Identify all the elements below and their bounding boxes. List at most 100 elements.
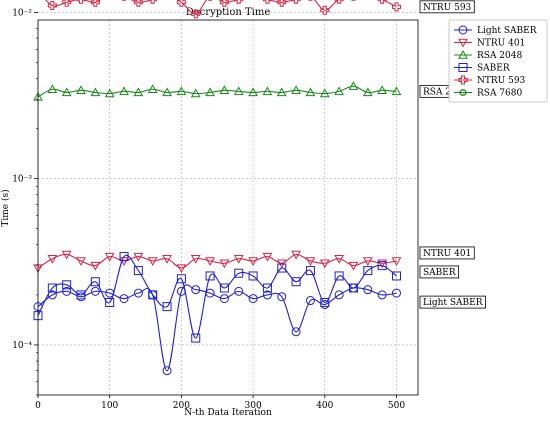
data-point-ntru-401	[319, 259, 330, 269]
data-point-ntru-401	[133, 252, 144, 262]
data-point-ntru-401	[348, 261, 359, 271]
data-point-light-saber	[62, 286, 72, 296]
data-point-ntru-593	[76, 0, 86, 4]
data-point-ntru-593	[320, 5, 330, 15]
data-point-rsa-2048	[47, 84, 58, 93]
data-point-ntru-401	[61, 250, 72, 260]
legend-marker-ntru-401	[458, 38, 468, 48]
legend-entry-rsa-2048: RSA 2048	[454, 49, 522, 61]
legend-entry-ntru-593: NTRU 593	[454, 75, 526, 86]
series-line-saber	[37, 254, 397, 339]
x-tick-label: 100	[101, 401, 118, 411]
data-point-light-saber	[133, 288, 143, 298]
data-point-saber	[133, 266, 143, 276]
plot-frame	[37, 19, 419, 396]
legend-entry-rsa-7680: RSA 7680	[454, 89, 522, 99]
legend-label-ntru-593: NTRU 593	[477, 76, 526, 86]
data-point-ntru-401	[219, 259, 230, 269]
data-point-rsa-2048	[190, 88, 201, 98]
data-point-rsa-2048	[61, 87, 72, 97]
data-point-ntru-593	[234, 0, 244, 4]
data-point-saber	[291, 277, 301, 287]
legend: Light SABER NTRU 401 RSA 2048 SABER NTRU 593…	[448, 19, 548, 103]
legend-label-rsa-2048: RSA 2048	[477, 51, 522, 61]
x-tick-label: 400	[316, 401, 333, 411]
annotation-box-light-saber	[419, 295, 486, 309]
data-point-rsa-2048	[90, 87, 101, 97]
data-point-ntru-593	[62, 0, 72, 7]
legend-box	[448, 19, 548, 103]
data-point-saber	[320, 297, 330, 307]
data-point-light-saber	[291, 327, 301, 337]
data-point-ntru-593	[291, 0, 301, 4]
data-point-rsa-2048	[377, 85, 388, 94]
data-point-saber	[363, 266, 373, 276]
data-point-rsa-2048	[348, 81, 359, 90]
data-point-light-saber	[191, 285, 201, 295]
data-point-light-saber	[162, 366, 172, 376]
series-line-ntru-401	[37, 253, 397, 269]
legend-entry-light-saber: Light SABER	[454, 25, 537, 36]
data-point-ntru-401	[176, 264, 187, 274]
data-point-rsa-2048	[319, 88, 330, 98]
data-point-ntru-401	[47, 255, 58, 264]
data-point-saber	[348, 283, 358, 293]
data-point-ntru-401	[334, 255, 344, 264]
annotation-light-saber: Light SABER	[419, 295, 486, 309]
data-point-light-saber	[277, 292, 287, 302]
annotation-saber: SABER	[419, 265, 460, 279]
x-tick-label: 300	[245, 401, 262, 411]
data-point-rsa-2048	[176, 86, 187, 96]
data-point-ntru-401	[162, 255, 172, 264]
data-point-ntru-401	[362, 257, 373, 266]
data-point-saber	[391, 271, 401, 281]
data-point-rsa-2048	[305, 87, 316, 97]
legend-label-ntru-401: NTRU 401	[477, 39, 525, 49]
data-point-ntru-593	[133, 0, 143, 7]
x-tick-label: 200	[173, 401, 190, 411]
data-point-light-saber	[119, 294, 129, 304]
data-point-rsa-2048	[147, 84, 158, 93]
data-point-light-saber	[248, 294, 258, 304]
data-point-rsa-2048	[76, 85, 86, 94]
data-point-rsa-2048	[391, 86, 402, 96]
data-point-rsa-2048	[219, 85, 230, 94]
data-point-ntru-593	[148, 0, 158, 4]
data-point-ntru-593	[90, 0, 100, 7]
data-point-saber	[377, 261, 387, 271]
data-point-rsa-2048	[233, 86, 244, 96]
data-point-ntru-593	[219, 0, 229, 7]
annotation-label-rsa-2048: RSA 2048	[423, 87, 468, 97]
data-point-saber	[47, 283, 57, 293]
data-point-saber	[148, 290, 158, 300]
annotation-label-saber: SABER	[423, 268, 456, 278]
data-point-rsa-2048	[104, 88, 115, 98]
data-point-ntru-401	[147, 257, 158, 266]
data-point-saber	[305, 266, 315, 276]
data-point-saber	[105, 297, 115, 307]
data-point-ntru-401	[90, 261, 101, 271]
data-point-rsa-2048	[262, 86, 273, 96]
data-point-saber	[119, 252, 129, 262]
data-point-light-saber	[334, 290, 344, 300]
legend-marker-saber	[458, 63, 468, 72]
y-tick-label: 10⁻⁴	[12, 341, 32, 351]
data-point-rsa-2048	[291, 85, 301, 94]
data-point-ntru-593	[47, 1, 57, 11]
data-point-saber	[277, 263, 287, 273]
data-point-ntru-593	[377, 0, 387, 4]
data-point-saber	[90, 277, 100, 287]
data-point-ntru-401	[377, 259, 388, 269]
legend-marker-rsa-2048	[458, 49, 468, 59]
annotation-label-ntru-401: NTRU 401	[423, 249, 471, 259]
legend-marker-ntru-593	[458, 75, 468, 85]
data-point-rsa-2048	[133, 87, 144, 97]
y-tick-label: 10⁻²	[12, 8, 32, 18]
data-point-saber	[248, 271, 258, 281]
series-line-ntru-593	[45, 0, 397, 15]
legend-label-saber: SABER	[477, 64, 510, 74]
data-point-rsa-2048	[334, 86, 344, 96]
annotation-label-ntru-593: NTRU 593	[423, 3, 472, 13]
y-axis-label: Time (s)	[0, 189, 11, 226]
data-point-rsa-2048	[248, 87, 258, 97]
